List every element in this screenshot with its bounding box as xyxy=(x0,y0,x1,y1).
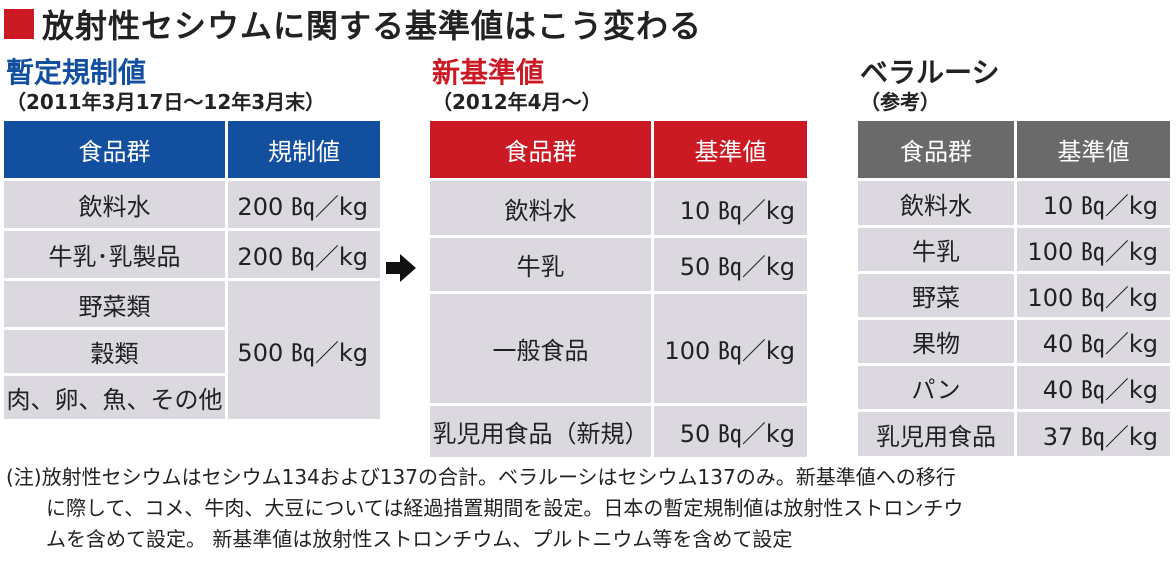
value-cell: 37 ㏃／kg xyxy=(1042,422,1158,451)
table-row: 果物 40 ㏃／kg xyxy=(858,317,1170,363)
belarus-heading-block: ベラルーシ （参考） xyxy=(860,56,999,114)
belarus-heading: ベラルーシ xyxy=(860,56,1000,89)
col-header-food: 食品群 xyxy=(4,121,228,178)
table-row: 牛乳･乳製品 200 ㏃／kg xyxy=(4,228,380,278)
food-name-cell: 果物 xyxy=(858,320,1017,363)
table-row: 飲料水 10 ㏃／kg xyxy=(430,178,807,235)
provisional-table: 食品群 規制値 飲料水 200 ㏃／kg 牛乳･乳製品 200 ㏃／kg 野菜類… xyxy=(4,121,380,419)
belarus-note: （参考） xyxy=(860,90,940,114)
footnote: (注)放射性セシウムはセシウム134および137の合計。ベラルーシはセシウム13… xyxy=(6,462,1172,555)
value-cell: 40 ㏃／kg xyxy=(1042,376,1158,404)
food-name-cell: 野菜類 xyxy=(78,292,151,321)
food-name-cell: 穀類 xyxy=(4,327,225,373)
value-cell: 40 ㏃／kg xyxy=(1042,330,1158,358)
footnote-line: に際して、コメ、牛肉、大豆については経過措置期間を設定。日本の暫定規制値は放射性… xyxy=(46,496,964,520)
food-name-cell: 乳児用食品 xyxy=(858,412,1017,456)
col-header-food: 食品群 xyxy=(858,121,1017,178)
food-name-cell: 飲料水 xyxy=(430,181,654,235)
footnote-line: (注)放射性セシウムはセシウム134および137の合計。ベラルーシはセシウム13… xyxy=(6,465,956,489)
table-row: 牛乳 100 ㏃／kg xyxy=(858,225,1170,271)
value-cell: 100 ㏃／kg xyxy=(1027,284,1158,312)
value-cell: 200 ㏃／kg xyxy=(237,243,368,271)
provisional-table-header: 食品群 規制値 xyxy=(4,121,380,178)
food-name-cell: 乳児用食品（新規） xyxy=(430,406,654,457)
new-standard-period: （2012年4月〜） xyxy=(432,90,602,114)
food-name-cell: 飲料水 xyxy=(858,181,1017,225)
col-header-food: 食品群 xyxy=(430,121,654,178)
food-name-cell: 牛乳 xyxy=(430,238,654,291)
table-row: 牛乳 50 ㏃／kg xyxy=(430,235,807,291)
new-standard-heading-block: 新基準値 （2012年4月〜） xyxy=(432,56,602,114)
col-header-value: 基準値 xyxy=(1057,138,1130,166)
food-name-cell: 肉、卵、魚、その他 xyxy=(4,373,225,419)
merged-rows: 野菜類 穀類 肉、卵、魚、その他 500 ㏃／kg xyxy=(4,278,380,419)
merged-food-names: 野菜類 穀類 肉、卵、魚、その他 xyxy=(4,281,228,419)
table-row: 野菜 100 ㏃／kg xyxy=(858,271,1170,317)
belarus-table-header: 食品群 基準値 xyxy=(858,121,1170,178)
new-standard-heading: 新基準値 xyxy=(432,56,545,89)
food-name-cell: 牛乳 xyxy=(858,228,1017,271)
col-header-value: 規制値 xyxy=(268,138,340,166)
page-title-bar: 放射性セシウムに関する基準値はこう変わる xyxy=(4,2,702,46)
table-row: 一般食品 100 ㏃／kg xyxy=(430,291,807,403)
value-cell: 10 ㏃／kg xyxy=(679,196,795,225)
value-cell: 50 ㏃／kg xyxy=(679,420,795,448)
food-name-cell: パン xyxy=(858,366,1017,409)
new-standard-table: 食品群 基準値 飲料水 10 ㏃／kg 牛乳 50 ㏃／kg 一般食品 100 … xyxy=(430,121,807,457)
food-name-cell: 飲料水 xyxy=(4,181,228,228)
value-cell: 10 ㏃／kg xyxy=(1042,191,1158,220)
value-cell: 50 ㏃／kg xyxy=(679,253,795,281)
value-cell: 100 ㏃／kg xyxy=(664,337,795,365)
belarus-table: 食品群 基準値 飲料水 10 ㏃／kg 牛乳 100 ㏃／kg 野菜 100 ㏃… xyxy=(858,121,1170,456)
arrow-right-icon xyxy=(386,254,416,286)
footnote-line: ムを含めて設定。 新基準値は放射性ストロンチウム、プルトニウム等を含めて設定 xyxy=(46,527,793,551)
provisional-heading-block: 暫定規制値 （2011年3月17日〜12年3月末） xyxy=(6,56,325,114)
food-name-cell: 一般食品 xyxy=(430,294,654,403)
value-cell: 100 ㏃／kg xyxy=(1027,238,1158,266)
new-standard-table-header: 食品群 基準値 xyxy=(430,121,807,178)
food-name-cell: 牛乳･乳製品 xyxy=(4,231,228,278)
value-cell: 200 ㏃／kg xyxy=(237,193,368,221)
provisional-heading: 暫定規制値 xyxy=(6,56,147,89)
food-name-cell: 野菜 xyxy=(858,274,1017,317)
page-title: 放射性セシウムに関する基準値はこう変わる xyxy=(42,7,703,45)
table-row: 飲料水 10 ㏃／kg xyxy=(858,178,1170,225)
title-square-icon xyxy=(4,9,34,39)
table-row: 飲料水 200 ㏃／kg xyxy=(4,178,380,228)
col-header-value: 基準値 xyxy=(694,138,767,166)
table-row: パン 40 ㏃／kg xyxy=(858,363,1170,409)
table-row: 乳児用食品 37 ㏃／kg xyxy=(858,409,1170,456)
merged-value-cell: 500 ㏃／kg xyxy=(237,338,368,367)
table-row: 乳児用食品（新規） 50 ㏃／kg xyxy=(430,403,807,457)
provisional-period: （2011年3月17日〜12年3月末） xyxy=(6,90,326,114)
